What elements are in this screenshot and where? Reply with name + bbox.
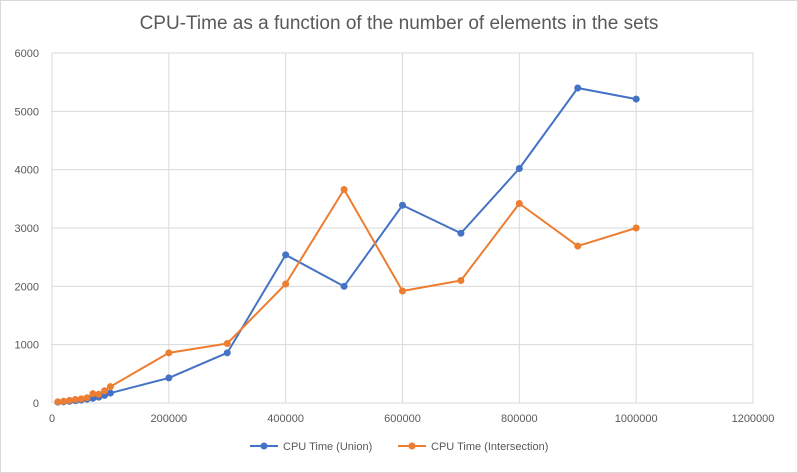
legend-swatch-marker — [408, 442, 416, 450]
data-point — [77, 395, 85, 403]
data-point — [457, 277, 465, 284]
legend-swatch-marker — [260, 442, 268, 450]
data-point — [165, 374, 173, 382]
series-line-intersection — [57, 188, 637, 403]
data-point — [282, 280, 290, 288]
data-point — [574, 84, 582, 92]
data-point — [515, 165, 523, 172]
data-point — [574, 242, 582, 250]
data-point — [60, 397, 68, 405]
y-tick-label: 2000 — [15, 281, 39, 293]
chart-title: CPU-Time as a function of the number of … — [139, 13, 659, 34]
data-point — [165, 349, 173, 357]
x-tick-label: 200000 — [150, 413, 187, 425]
data-point — [223, 349, 231, 357]
data-point — [89, 390, 97, 398]
legend-label: CPU Time (Union) — [283, 441, 372, 453]
x-tick-label: 0 — [49, 413, 55, 425]
data-point — [54, 398, 62, 406]
data-point — [101, 387, 109, 395]
x-tick-label: 600000 — [384, 413, 421, 425]
data-point — [71, 396, 79, 403]
x-tick-label: 1200000 — [732, 413, 775, 425]
data-point — [632, 224, 640, 232]
data-point — [515, 200, 523, 207]
data-point — [340, 186, 348, 193]
x-tick-label: 1000000 — [615, 413, 658, 425]
x-tick-label: 800000 — [501, 413, 538, 425]
x-tick-label: 400000 — [267, 413, 304, 425]
legend-label: CPU Time (Intersection) — [431, 441, 548, 453]
data-point — [340, 282, 348, 290]
data-point — [282, 251, 290, 259]
data-point — [95, 390, 103, 398]
y-tick-label: 4000 — [15, 165, 39, 177]
data-point — [632, 95, 640, 103]
data-point — [106, 389, 114, 397]
y-tick-label: 1000 — [15, 340, 39, 352]
y-tick-label: 6000 — [15, 48, 39, 60]
data-point — [399, 201, 406, 209]
data-point — [106, 383, 114, 391]
data-point — [457, 229, 465, 237]
y-tick-label: 3000 — [15, 223, 39, 235]
y-tick-label: 5000 — [15, 106, 39, 118]
series-line-union — [57, 87, 637, 404]
data-point — [83, 394, 91, 402]
data-point — [399, 287, 406, 295]
data-point — [66, 396, 74, 404]
data-point — [223, 340, 231, 347]
y-tick-label: 0 — [33, 398, 39, 410]
